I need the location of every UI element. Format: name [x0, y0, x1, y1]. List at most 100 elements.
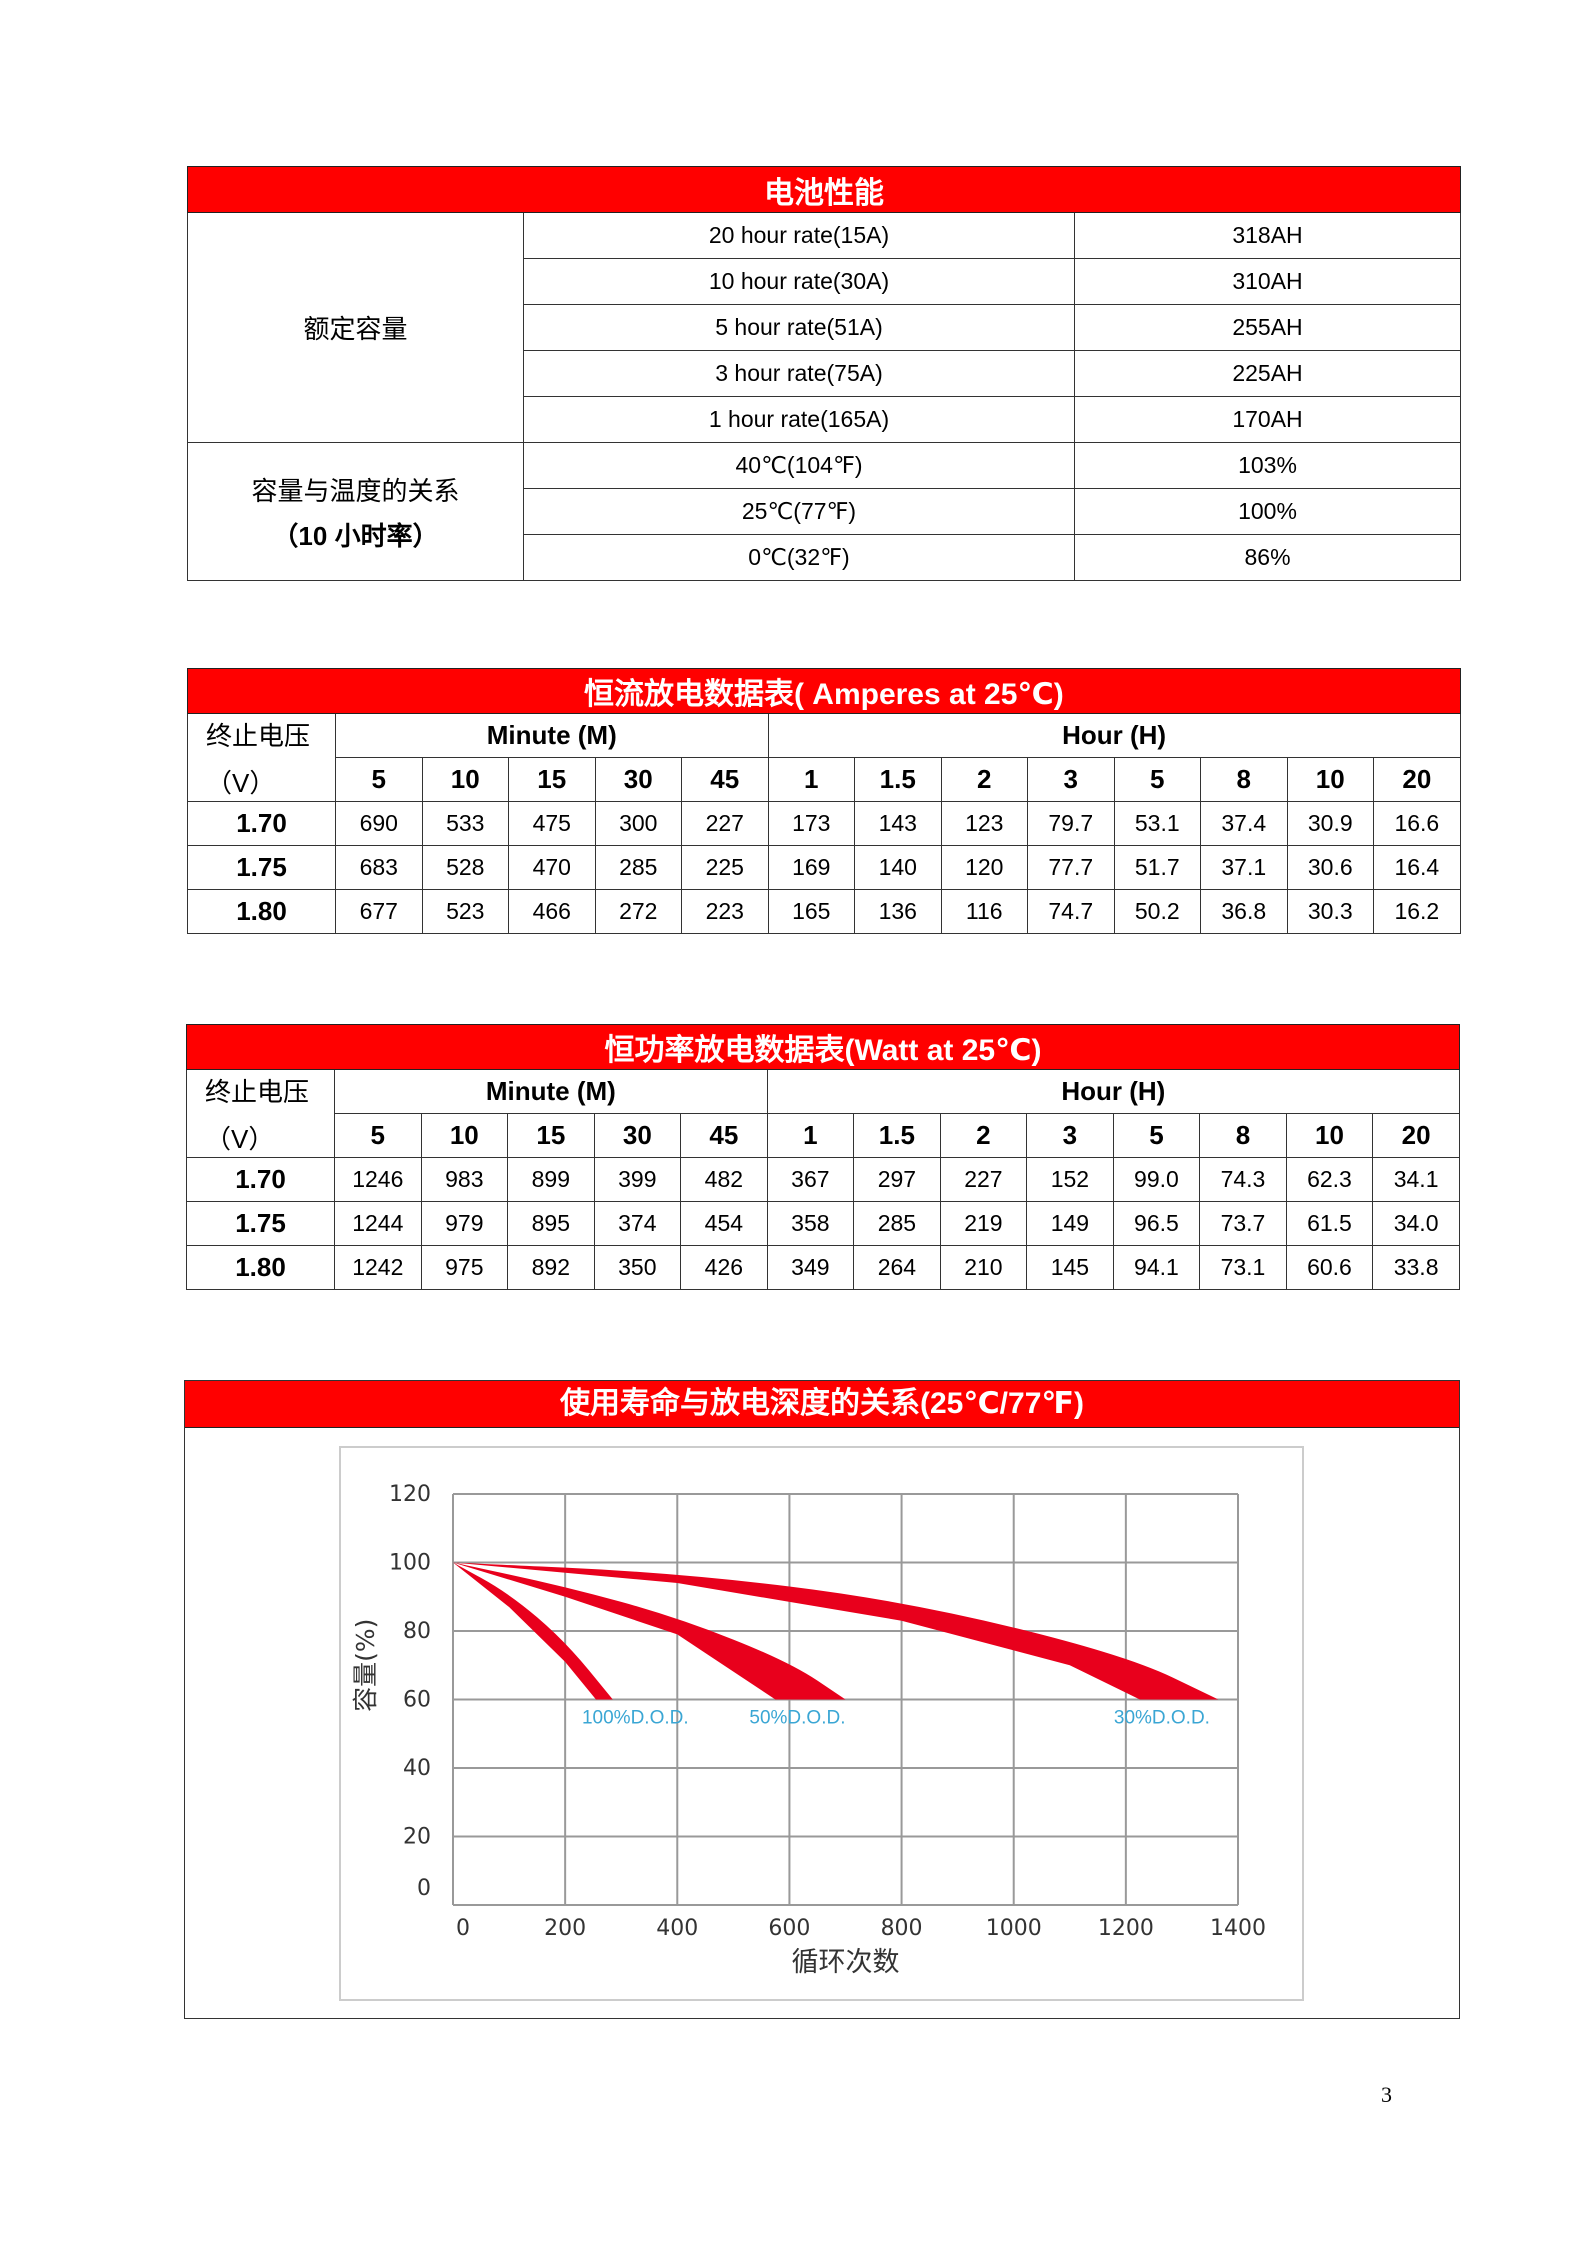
label-line: 容量与温度的关系 — [251, 475, 460, 506]
column-header: 5 — [1112, 1113, 1201, 1158]
voltage-cell: 1.70 — [187, 801, 336, 846]
value-cell: 225 — [681, 845, 769, 890]
value-cell: 145 — [1026, 1245, 1114, 1290]
column-header: 1.5 — [853, 1113, 941, 1158]
value-cell: 1244 — [334, 1201, 422, 1246]
column-header: 2 — [939, 1113, 1028, 1158]
column-header: 3 — [1026, 1113, 1114, 1158]
value-cell: 152 — [1026, 1157, 1114, 1202]
table-row: 容量与温度的关系 （10 小时率） 40℃(104℉) 103% — [187, 442, 1462, 581]
value-cell: 426 — [680, 1245, 768, 1290]
cycle-life-title: 使用寿命与放电深度的关系(25℃/77℉) — [185, 1381, 1459, 1428]
cycle-life-section: 使用寿命与放电深度的关系(25℃/77℉) — [184, 1380, 1460, 2019]
column-header: 20 — [1372, 1113, 1460, 1158]
voltage-cell: 1.75 — [185, 1201, 336, 1246]
value-cell: 1246 — [334, 1157, 422, 1202]
value-cell: 99.0 — [1112, 1157, 1201, 1202]
rate-cell: 3 hour rate(75A) — [523, 350, 1075, 397]
value-cell: 136 — [854, 889, 942, 934]
y-tick-label: 80 — [403, 1619, 431, 1644]
value-cell: 73.1 — [1199, 1245, 1287, 1290]
table-row: 1.70 1246 983 899 399 482 367 297 227 152 99.0 74.3… — [185, 1157, 1460, 1202]
value-cell: 285 — [594, 845, 682, 890]
value-cell: 116 — [940, 889, 1028, 934]
value-cell: 34.0 — [1372, 1201, 1460, 1246]
table-row: 25℃(77℉) 100% — [188, 488, 1462, 535]
hour-group-header: Hour (H) — [766, 1069, 1461, 1114]
value-cell: 94.1 — [1112, 1245, 1201, 1290]
rate-cell: 5 hour rate(51A) — [523, 304, 1075, 351]
value-cell: 60.6 — [1285, 1245, 1374, 1290]
value-cell: 34.1 — [1372, 1157, 1460, 1202]
value-cell: 30.6 — [1286, 845, 1374, 890]
voltage-cell: 1.70 — [185, 1157, 336, 1202]
table-row: 1.70 690 533 475 300 227 173 143 123 79.7 53.1 37.4… — [187, 801, 1461, 846]
y-tick-label: 40 — [403, 1756, 431, 1781]
table-row: 1.80 677 523 466 272 223 165 136 116 74.7 50.2 36.8… — [187, 889, 1461, 934]
value-cell: 16.4 — [1373, 845, 1461, 890]
table-row: 1.80 1242 975 892 350 426 349 264 210 145 94.1 73.1… — [185, 1245, 1460, 1290]
value-cell: 475 — [508, 801, 596, 846]
value-cell: 683 — [335, 845, 423, 890]
table-row: 0℃(32℉) 86% — [188, 534, 1462, 581]
capacity-percent: 100% — [1073, 488, 1462, 535]
value-cell: 30.9 — [1286, 801, 1374, 846]
value-cell: 454 — [680, 1201, 768, 1246]
value-cell: 1242 — [334, 1245, 422, 1290]
x-tick-label: 1400 — [1210, 1916, 1266, 1941]
value-cell: 96.5 — [1112, 1201, 1201, 1246]
label-line: （V） — [206, 767, 276, 798]
value-cell: 983 — [420, 1157, 509, 1202]
x-tick-label: 800 — [881, 1916, 923, 1941]
column-header: 10 — [420, 1113, 509, 1158]
value-cell: 79.7 — [1027, 801, 1115, 846]
capacity-value: 255AH — [1073, 304, 1462, 351]
column-header: 3 — [1027, 757, 1115, 802]
table-row: 10 hour rate(30A) 310AH — [188, 258, 1462, 305]
column-header: 1 — [766, 1113, 855, 1158]
capacity-value: 225AH — [1073, 350, 1462, 397]
column-header: 30 — [593, 1113, 682, 1158]
value-cell: 892 — [507, 1245, 595, 1290]
temperature-cell: 0℃(32℉) — [523, 534, 1075, 581]
value-cell: 227 — [939, 1157, 1028, 1202]
column-header: 45 — [680, 1113, 768, 1158]
y-axis-label: 容量(%) — [351, 1619, 380, 1712]
end-voltage-label: 终止电压 （V） — [187, 713, 336, 802]
value-cell: 979 — [420, 1201, 509, 1246]
column-header: 10 — [1286, 757, 1374, 802]
value-cell: 61.5 — [1285, 1201, 1374, 1246]
value-cell: 37.4 — [1200, 801, 1288, 846]
column-header: 10 — [421, 757, 509, 802]
label-line: （V） — [205, 1123, 275, 1154]
temperature-relation-label: 容量与温度的关系 （10 小时率） — [187, 442, 524, 581]
column-header: 8 — [1200, 757, 1288, 802]
minute-group-header: Minute (M) — [334, 1069, 768, 1114]
value-cell: 210 — [939, 1245, 1028, 1290]
rate-cell: 1 hour rate(165A) — [523, 396, 1075, 443]
capacity-percent: 86% — [1073, 534, 1462, 581]
value-cell: 165 — [767, 889, 855, 934]
dod-label: 100%D.O.D. — [582, 1708, 689, 1729]
column-header: 30 — [594, 757, 682, 802]
label-line: 终止电压 — [206, 720, 311, 751]
column-header: 2 — [940, 757, 1028, 802]
value-cell: 62.3 — [1285, 1157, 1374, 1202]
value-cell: 272 — [594, 889, 682, 934]
value-cell: 895 — [507, 1201, 595, 1246]
value-cell: 297 — [853, 1157, 941, 1202]
rate-cell: 20 hour rate(15A) — [523, 212, 1075, 259]
table-row: 1.75 683 528 470 285 225 169 140 120 77.7 51.7 37.1… — [187, 845, 1461, 890]
rated-capacity-label: 额定容量 — [187, 212, 524, 443]
value-cell: 470 — [508, 845, 596, 890]
y-tick-label: 120 — [389, 1482, 431, 1507]
x-axis-label: 循环次数 — [792, 1947, 900, 1978]
end-voltage-label: 终止电压 （V） — [185, 1069, 336, 1158]
voltage-cell: 1.80 — [187, 889, 336, 934]
table-row: 额定容量 20 hour rate(15A) 318AH — [187, 212, 1462, 443]
value-cell: 33.8 — [1372, 1245, 1460, 1290]
capacity-value: 170AH — [1073, 396, 1462, 443]
value-cell: 899 — [507, 1157, 595, 1202]
hour-group-header: Hour (H) — [767, 713, 1461, 758]
